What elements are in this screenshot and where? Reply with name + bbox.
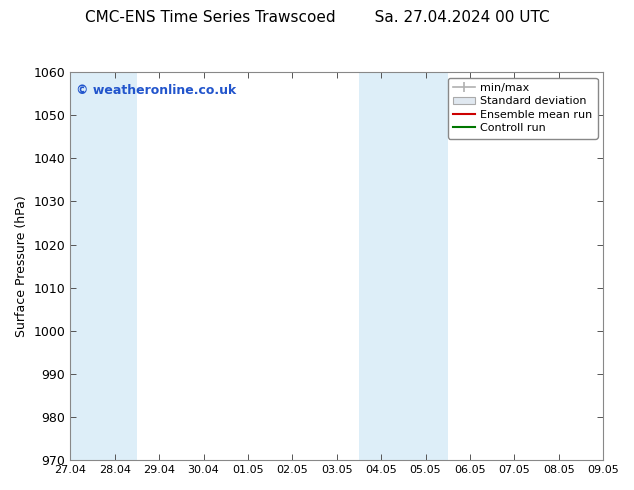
- Y-axis label: Surface Pressure (hPa): Surface Pressure (hPa): [15, 195, 28, 337]
- Text: © weatheronline.co.uk: © weatheronline.co.uk: [75, 84, 236, 97]
- Bar: [403, 72, 448, 460]
- Text: CMC-ENS Time Series Trawscoed        Sa. 27.04.2024 00 UTC: CMC-ENS Time Series Trawscoed Sa. 27.04.…: [85, 10, 549, 25]
- Bar: [359, 72, 403, 460]
- Bar: [93, 72, 137, 460]
- Legend: min/max, Standard deviation, Ensemble mean run, Controll run: min/max, Standard deviation, Ensemble me…: [448, 77, 598, 139]
- Bar: [48, 72, 93, 460]
